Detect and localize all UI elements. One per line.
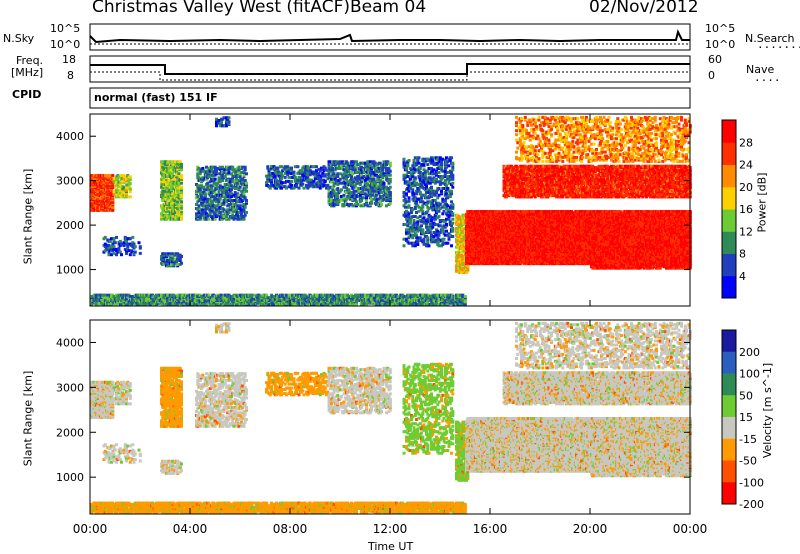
heatmap-cell <box>180 182 183 185</box>
heatmap-cell <box>180 204 183 207</box>
heatmap-cell <box>111 206 114 209</box>
heatmap-cell <box>180 212 183 215</box>
heatmap-cell <box>179 160 182 163</box>
heatmap-cell <box>116 178 119 181</box>
power-heatmap-panel <box>90 114 692 306</box>
heatmap-cell <box>180 163 183 166</box>
heatmap-cell <box>129 178 132 181</box>
heatmap-cell <box>204 192 207 195</box>
heatmap-cell <box>180 166 183 169</box>
heatmap-cell <box>180 174 183 177</box>
heatmap-cell <box>129 187 132 190</box>
heatmap-cell <box>180 191 183 194</box>
heatmap-cell <box>111 174 114 177</box>
heatmap-cell <box>180 215 183 218</box>
heatmap-cell <box>201 167 204 170</box>
heatmap-cell <box>180 176 183 179</box>
heatmap-cell <box>129 182 132 185</box>
nsky-panel <box>90 24 690 50</box>
nsky-trace <box>90 32 690 42</box>
heatmap-cell <box>171 172 174 175</box>
heatmap-cell <box>180 218 183 221</box>
heatmap-cell <box>199 188 202 191</box>
heatmap-cell <box>199 172 202 175</box>
heatmap-cell <box>180 194 183 197</box>
freq-panel <box>90 56 690 82</box>
heatmap-cell <box>129 195 132 198</box>
heatmap-cell <box>180 186 183 189</box>
heatmap-cell <box>129 175 132 178</box>
heatmap-cell <box>203 186 206 189</box>
radar-summary-plot: 481216202428 2001005015-15-50-100-200 10… <box>0 0 800 554</box>
heatmap-cell <box>180 200 183 203</box>
